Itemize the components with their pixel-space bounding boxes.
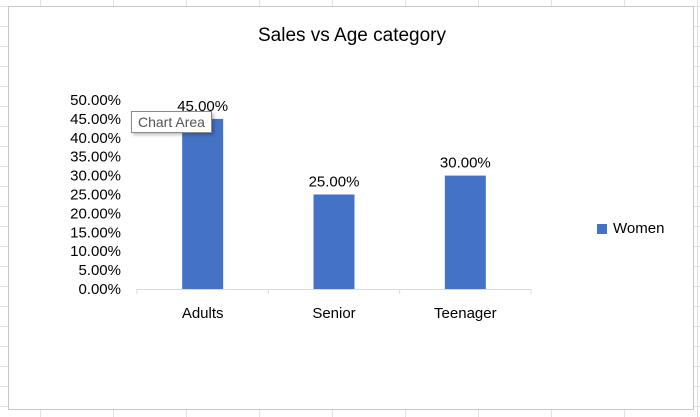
plot-area: 0.00%5.00%10.00%15.00%20.00%25.00%30.00%… [70,92,532,322]
legend-swatch [597,223,607,234]
y-tick-label: 0.00% [78,281,121,298]
y-tick-label: 30.00% [70,168,121,185]
x-category-label: Senior [312,305,355,322]
y-tick-label: 25.00% [70,187,121,204]
bar-senior [313,194,355,289]
y-tick-label: 10.00% [70,243,121,260]
y-tick-label: 15.00% [70,224,121,241]
y-tick-label: 40.00% [70,130,121,147]
legend[interactable]: Women [597,220,664,237]
bar-teenager [444,175,486,289]
y-tick-label: 35.00% [70,149,121,166]
y-tick-label: 5.00% [78,262,121,279]
legend-label: Women [613,220,665,237]
chart-area[interactable]: Sales vs Age category 0.00% 5.00% 10.00% 15… [8,6,694,410]
data-label: 25.00% [309,174,360,191]
bar-adults [182,118,224,290]
y-tick-label: 20.00% [70,205,121,222]
chart-area-tooltip: Chart Area [131,111,212,133]
data-label: 30.00% [440,155,491,172]
data-label: 45.00% [177,98,228,115]
chart-title: Sales vs Age category [258,25,446,46]
x-category-label: Adults [182,305,224,322]
x-category-label: Teenager [434,305,497,322]
y-tick-label: 50.00% [70,92,121,109]
y-tick-label: 45.00% [70,111,121,128]
